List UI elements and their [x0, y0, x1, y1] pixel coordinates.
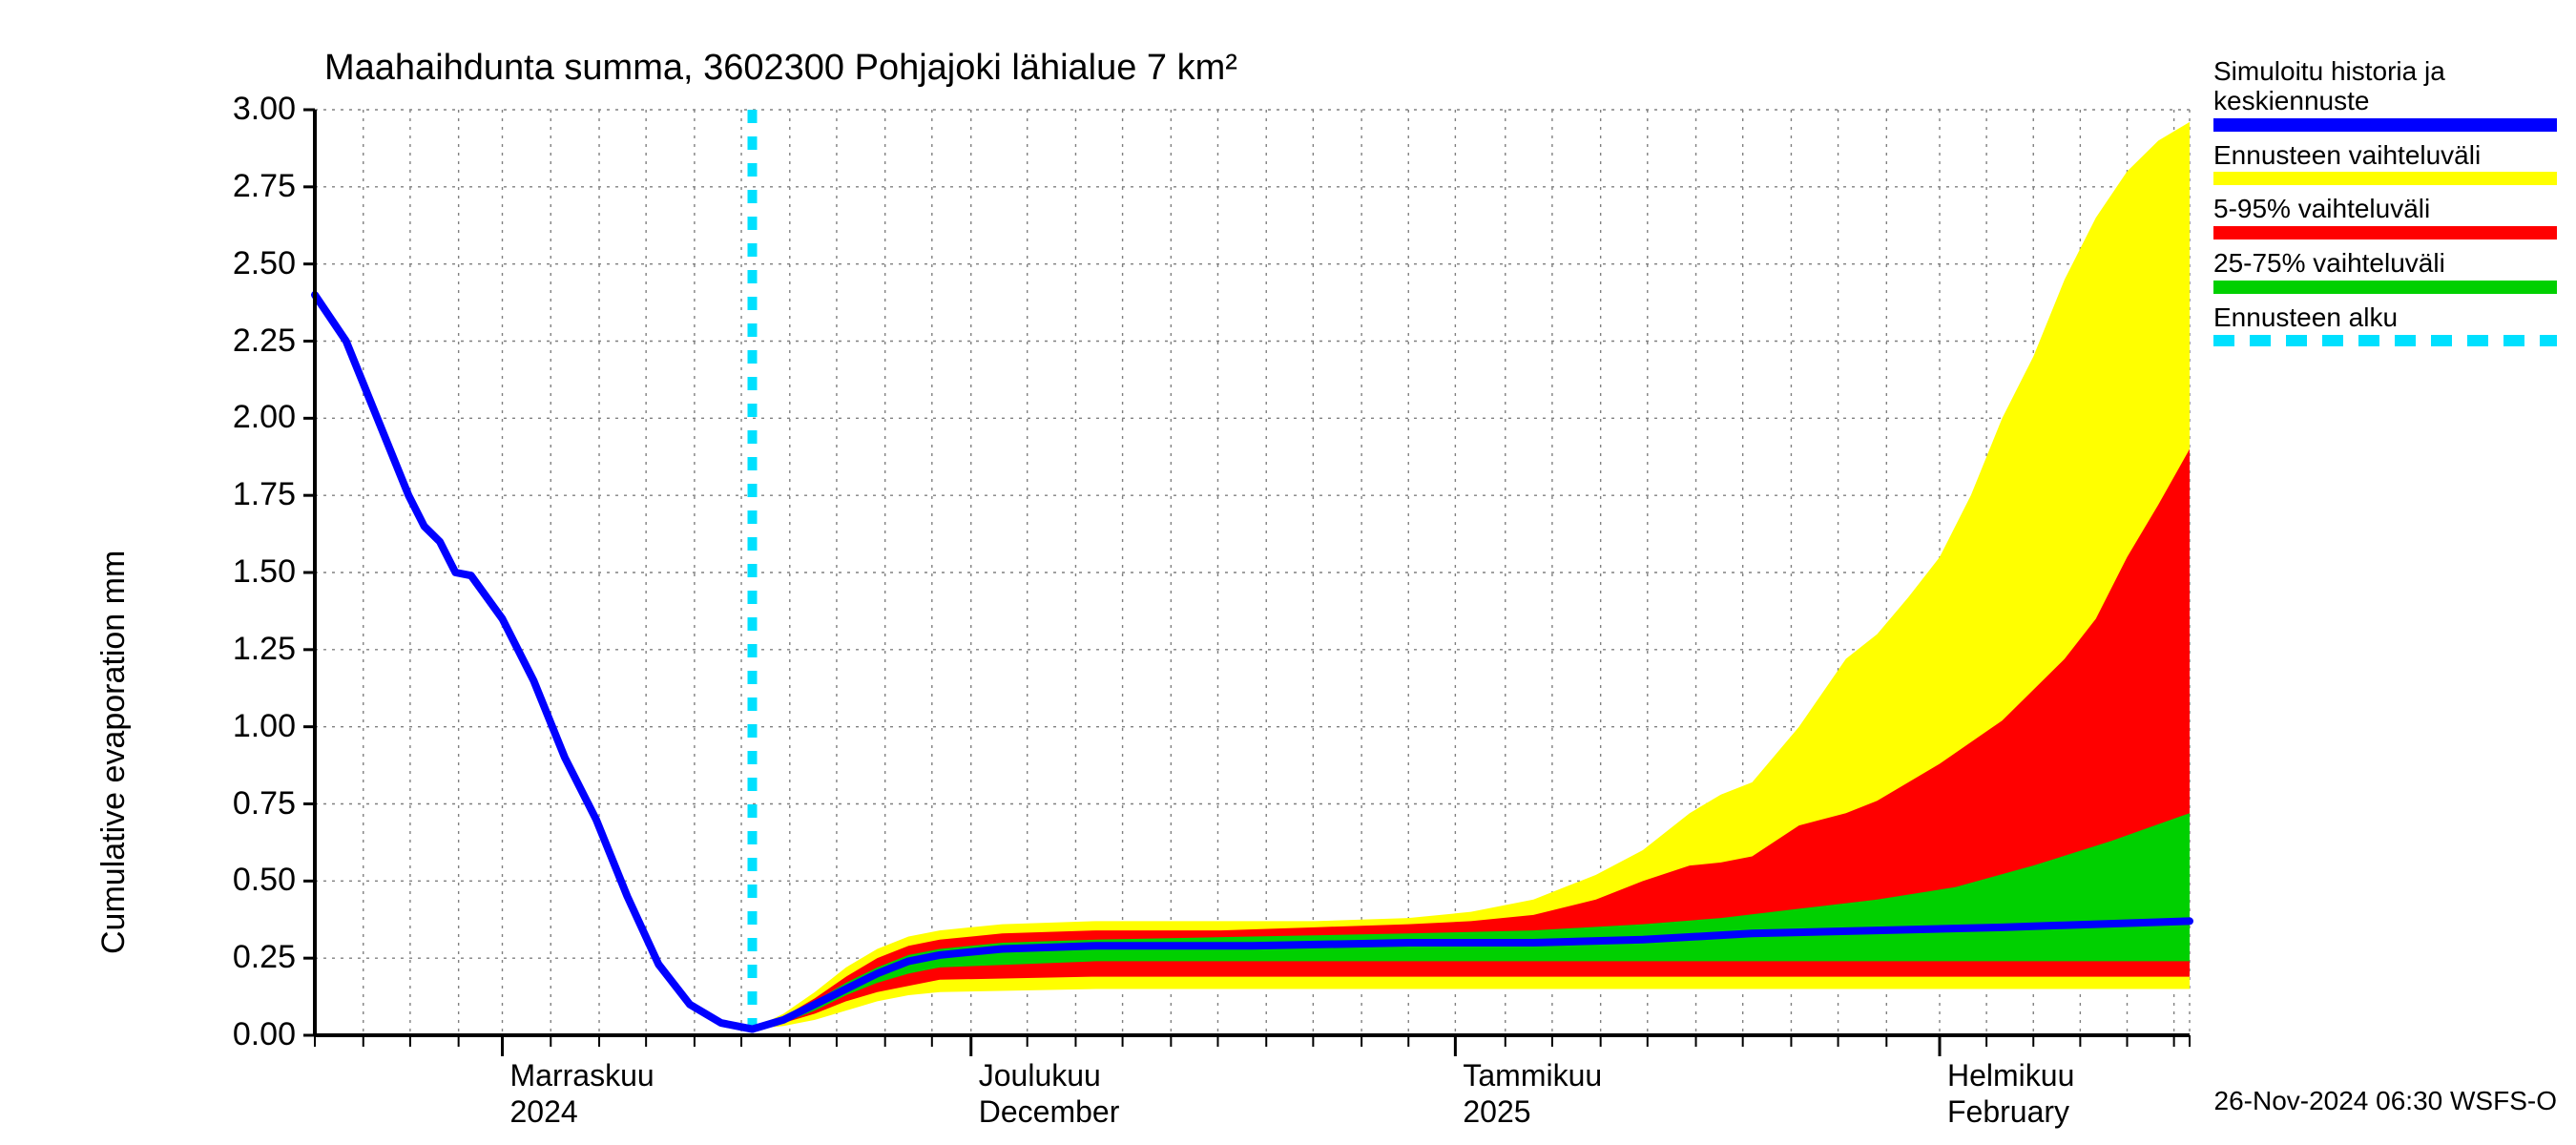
- legend-label: 25-75% vaihteluväli: [2213, 249, 2557, 279]
- legend-label: Ennusteen alku: [2213, 303, 2557, 333]
- legend: Simuloitu historia jakeskiennuste Ennuste…: [2213, 57, 2557, 356]
- plot-svg: [0, 0, 2576, 1145]
- legend-swatch: [2213, 281, 2557, 294]
- legend-item: 25-75% vaihteluväli: [2213, 249, 2557, 294]
- legend-swatch: [2213, 226, 2557, 239]
- footer-timestamp: 26-Nov-2024 06:30 WSFS-O: [2214, 1086, 2558, 1116]
- legend-item: 5-95% vaihteluväli: [2213, 195, 2557, 239]
- legend-swatch: [2213, 335, 2557, 346]
- legend-item: Ennusteen vaihteluväli: [2213, 141, 2557, 186]
- legend-label: Simuloitu historia ja: [2213, 57, 2557, 87]
- chart-container: Maahaihdunta summa, 3602300 Pohjajoki lä…: [0, 0, 2576, 1145]
- legend-swatch: [2213, 172, 2557, 185]
- legend-item: Ennusteen alku: [2213, 303, 2557, 346]
- legend-swatch: [2213, 118, 2557, 132]
- legend-label: Ennusteen vaihteluväli: [2213, 141, 2557, 171]
- legend-label: 5-95% vaihteluväli: [2213, 195, 2557, 224]
- legend-label: keskiennuste: [2213, 87, 2557, 116]
- legend-item: Simuloitu historia jakeskiennuste: [2213, 57, 2557, 132]
